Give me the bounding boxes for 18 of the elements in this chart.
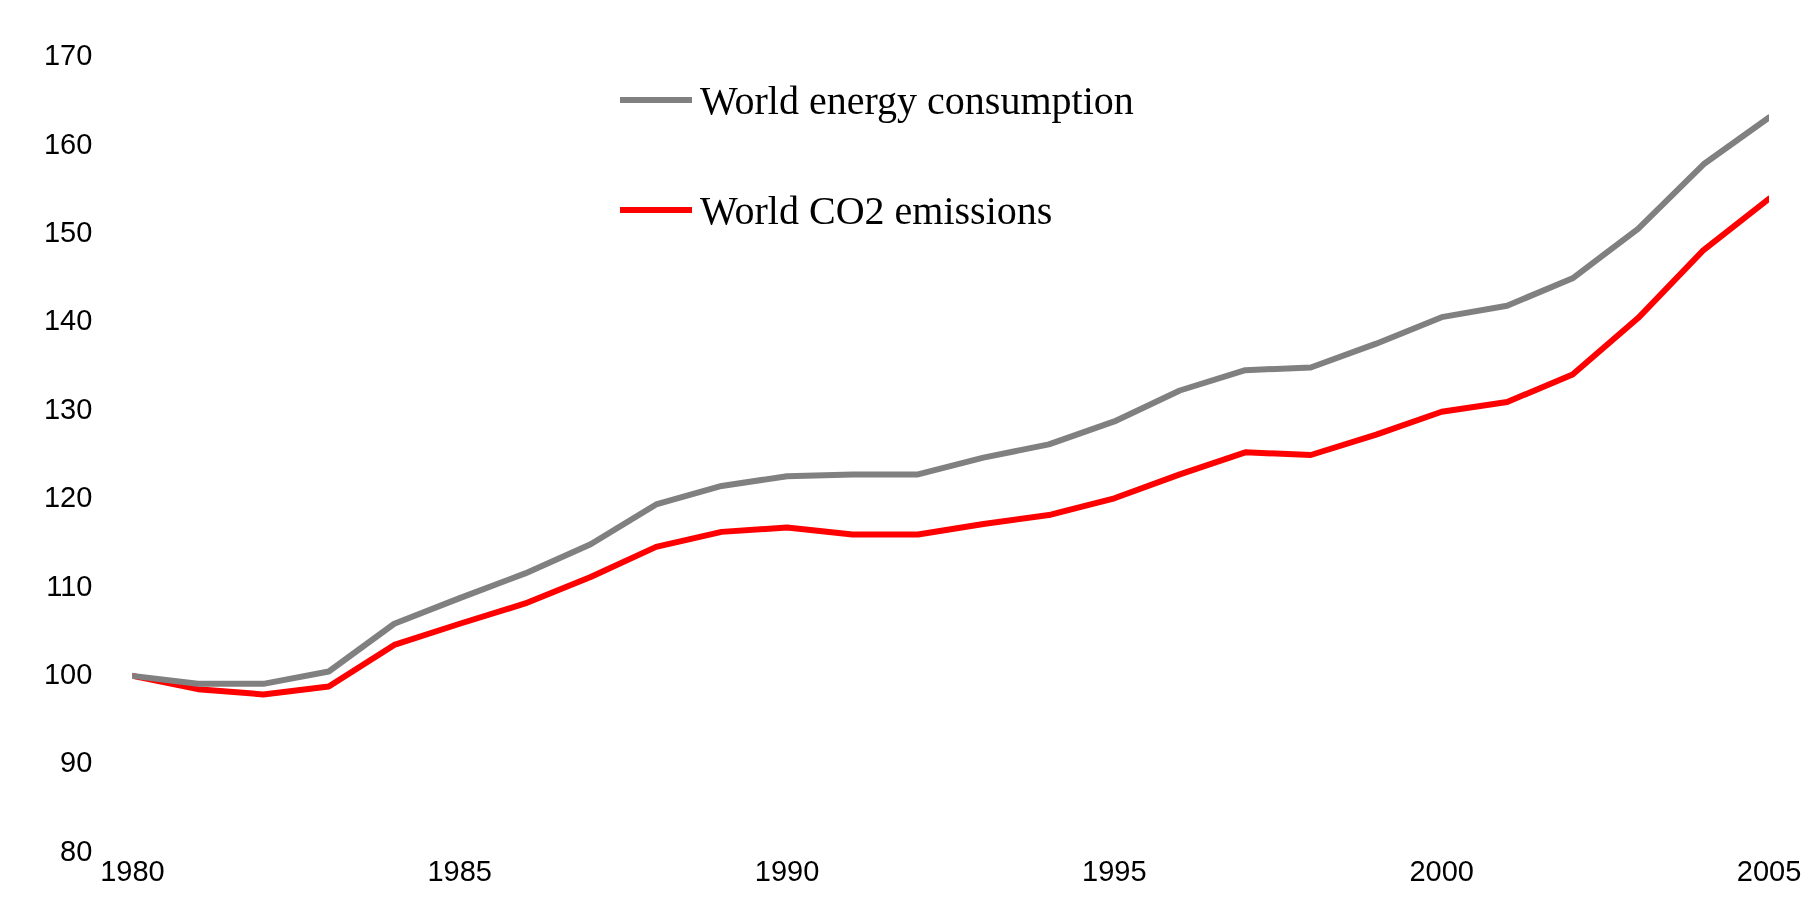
x-tick-label: 1995 bbox=[1082, 855, 1147, 887]
y-tick-label: 120 bbox=[43, 481, 93, 514]
x-tick-label: 2005 bbox=[1736, 855, 1802, 887]
x-tick-label: 1980 bbox=[100, 855, 165, 887]
legend-label: World CO2 emissions bbox=[700, 186, 1053, 234]
y-tick-label: 90 bbox=[60, 746, 93, 779]
x-tick-label: 1990 bbox=[754, 855, 820, 887]
x-tick-label: 2000 bbox=[1409, 855, 1474, 887]
y-tick-label: 170 bbox=[43, 39, 93, 72]
y-tick-label: 130 bbox=[43, 392, 93, 425]
y-tick-label: 160 bbox=[43, 127, 93, 160]
y-tick-label: 100 bbox=[43, 657, 93, 690]
y-tick-label: 110 bbox=[46, 569, 93, 602]
y-tick-label: 80 bbox=[60, 834, 93, 867]
y-tick-label: 150 bbox=[43, 216, 93, 249]
y-tick-label: 140 bbox=[43, 304, 93, 337]
x-tick-label: 1985 bbox=[427, 855, 492, 887]
legend-label: World energy consumption bbox=[700, 76, 1134, 124]
